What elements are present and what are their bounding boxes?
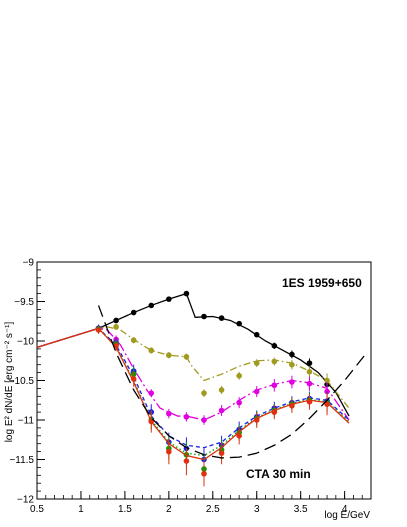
data-point [289,351,295,358]
y-tick-label: −12 [17,495,34,506]
data-point [201,313,207,320]
data-point [148,418,155,425]
data-point [306,360,313,366]
data-point [113,323,119,330]
y-tick-label: −11.5 [9,455,34,466]
series-5 [36,325,350,487]
data-point [271,342,278,349]
x-tick-label: 2 [166,504,172,515]
data-point [306,380,313,387]
annotation-cta: CTA 30 min [246,467,311,481]
data-point [271,358,278,365]
series-3 [36,324,350,471]
y-tick-label: −10.5 [9,376,35,387]
data-point [166,296,172,302]
x-tick-label: 3 [254,504,260,515]
data-point [113,317,119,324]
data-point [148,302,155,309]
data-point [130,309,137,316]
data-point [236,433,242,439]
x-tick-label: 3.5 [294,504,308,515]
data-point [183,414,190,420]
data-point [183,290,190,297]
data-point [201,470,207,477]
data-point [271,382,278,389]
annotation-source-name: 1ES 1959+650 [282,276,362,290]
series-layer [36,290,368,487]
data-point [236,372,242,379]
data-point [218,450,225,456]
data-point [183,458,190,464]
data-point [95,327,102,333]
data-point [324,401,330,408]
data-point [289,402,295,409]
data-point [218,407,225,414]
data-point [166,410,172,417]
y-tick-label: −11 [18,416,35,427]
data-point [218,387,225,393]
data-point [271,409,278,415]
data-point [236,320,242,327]
y-tick-label: −9.5 [14,297,34,308]
series-line [36,327,350,457]
series-0 [36,290,350,417]
data-point [253,417,260,423]
data-point [148,390,155,396]
series-line [36,292,350,417]
data-point [289,379,295,385]
data-point [166,352,172,359]
data-point [253,331,260,338]
data-point [166,448,172,455]
data-point [130,376,137,382]
data-point [201,390,207,396]
data-point [218,315,225,321]
data-point [113,342,119,349]
series-2 [36,325,350,425]
x-tick-label: 1.5 [118,504,132,515]
x-tick-label: 0.5 [30,504,44,515]
x-tick-label: 4 [342,504,348,515]
series-line [36,326,350,409]
series-6 [97,305,368,459]
series-line [36,327,350,449]
x-tick-label: 1 [78,504,84,515]
x-tick-label: 2.5 [206,504,220,515]
data-point [324,377,330,384]
x-axis-title: log E/GeV [324,510,370,521]
y-axis-title: log E² dN/dE [erg cm⁻² s⁻¹] [4,321,15,442]
data-point [130,337,137,344]
data-point [201,417,207,423]
data-point [289,361,295,368]
data-point [183,354,190,360]
data-point [253,388,260,395]
data-point [236,399,242,406]
data-point [306,399,313,405]
series-line [36,327,350,461]
series-line [36,327,350,421]
data-point [148,347,155,354]
axes-group: 0.5 1 1.5 2 2.5 3 3.5 4 −9 −9.5 −10 −10.5 −11 −11.5 −1… [9,258,372,515]
data-point [253,360,260,366]
y-tick-label: −9 [23,258,35,269]
series-1 [36,323,350,409]
data-point [306,369,313,375]
y-tick-label: −10 [17,337,34,348]
series-line [97,305,368,459]
